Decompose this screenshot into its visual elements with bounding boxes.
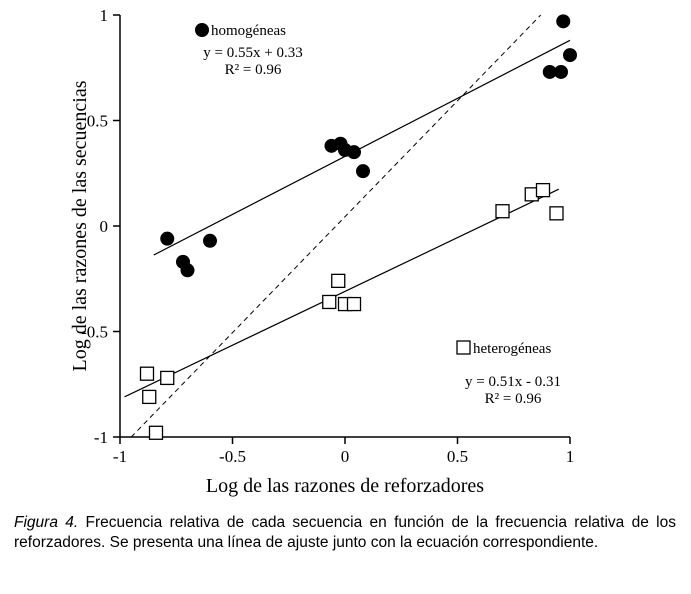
y-axis-title: Log de las razones de las secuencias: [69, 80, 91, 371]
figure-caption-label: Figura 4.: [14, 514, 79, 531]
fit-line-homogeneas: [153, 39, 571, 256]
fit-line-heterogeneas: [124, 188, 560, 398]
point-homogeneas: [556, 14, 571, 29]
point-homogeneas: [356, 164, 370, 179]
figure-caption-text: Frecuencia relativa de cada secuencia en…: [14, 514, 676, 552]
equation-heterogeneas: y = 0.51x - 0.31: [465, 374, 561, 390]
scatter-chart: -1 -0.5 0 0.5 1 -1 -0.5 0 0.5 1 Log de las razones…: [69, 6, 577, 497]
equation-homogeneas: y = 0.55x + 0.33: [203, 45, 302, 61]
r2-heterogeneas: R² = 0.96: [485, 391, 542, 407]
point-heterogeneas: [346, 296, 362, 312]
point-heterogeneas: [549, 206, 564, 221]
x-tick-label: 0.5: [447, 447, 468, 466]
figure-caption: Figura 4. Frecuencia relativa de cada se…: [14, 513, 676, 554]
x-axis-title: Log de las razones de reforzadores: [206, 475, 484, 497]
y-tick-label: -1: [94, 428, 108, 447]
point-homogeneas: [563, 48, 577, 63]
x-tick-label: 0: [341, 447, 350, 466]
point-heterogeneas: [331, 273, 346, 289]
point-homogeneas: [554, 64, 568, 79]
point-homogeneas: [347, 145, 361, 160]
y-tick-label: 0: [100, 217, 109, 236]
x-tick-label: 1: [566, 447, 575, 466]
point-heterogeneas: [535, 182, 551, 198]
r2-homogeneas: R² = 0.96: [225, 62, 282, 78]
legend-label-homogeneas: homogéneas: [211, 23, 286, 39]
point-homogeneas: [203, 233, 217, 248]
legend-label-heterogeneas: heterogéneas: [473, 341, 551, 357]
identity-line: [130, 14, 542, 438]
point-homogeneas: [180, 263, 195, 278]
point-heterogeneas: [139, 366, 155, 381]
legend-marker-heterogeneas-square-icon: [456, 340, 471, 355]
point-homogeneas: [542, 64, 557, 79]
y-tick-label: 0.5: [87, 112, 108, 131]
point-heterogeneas: [495, 204, 510, 219]
legend-marker-homogeneas-circle-icon: [195, 23, 209, 37]
point-heterogeneas: [322, 294, 337, 310]
point-heterogeneas: [148, 425, 164, 440]
x-tick-label: -1: [113, 447, 127, 466]
point-homogeneas: [160, 231, 175, 246]
x-tick-label: -0.5: [219, 447, 246, 466]
y-tick-label: 1: [100, 6, 109, 25]
point-heterogeneas: [160, 370, 175, 386]
point-heterogeneas: [142, 389, 157, 405]
y-tick-label: -0.5: [81, 323, 108, 342]
